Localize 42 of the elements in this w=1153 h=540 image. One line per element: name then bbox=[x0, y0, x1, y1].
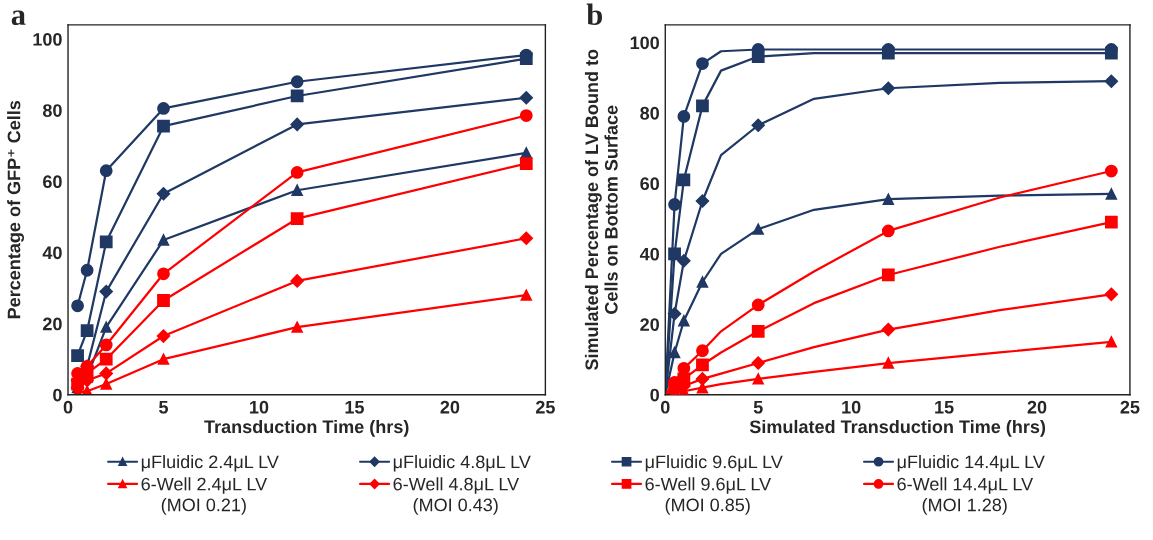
y-tick-label: 60 bbox=[43, 175, 62, 189]
legend-label: μFluidic 2.4μL LV bbox=[141, 454, 279, 472]
x-tick-label: 5 bbox=[159, 400, 169, 414]
text: (MOI 0.43) bbox=[413, 498, 498, 515]
x-tick-label: 10 bbox=[250, 400, 269, 414]
x-tick-label: 25 bbox=[1120, 400, 1140, 414]
y-tick-label: 0 bbox=[650, 388, 659, 402]
text: (MOI 0.85) bbox=[665, 498, 750, 515]
y-tick-label: 80 bbox=[42, 104, 62, 117]
x-tick-label: 0 bbox=[63, 400, 73, 414]
legend-label: μFluidic 9.6μL LV bbox=[645, 454, 783, 472]
y-tick-label: 100 bbox=[630, 36, 659, 50]
chart-title: b bbox=[586, 3, 603, 26]
x-tick-label: 5 bbox=[753, 400, 763, 414]
y-axis-title: Percentage of GFP⁺ Cells bbox=[7, 100, 25, 319]
x-tick-label: 20 bbox=[1027, 400, 1047, 414]
x-axis-title: Simulated Transduction Time (hrs) bbox=[749, 419, 1046, 437]
x-tick-label: 10 bbox=[842, 400, 861, 414]
y-tick-label: 20 bbox=[640, 318, 659, 331]
y-tick-label: 0 bbox=[53, 388, 62, 402]
y-tick-label: 100 bbox=[33, 33, 62, 46]
y-axis-title: Simulated Percentage of LV Bound to Cells on Bottom Surface bbox=[584, 49, 618, 371]
legend-label: 6-Well 2.4μL LV bbox=[141, 477, 268, 494]
text: (MOI 1.28) bbox=[922, 498, 1007, 515]
y-tick-label: 40 bbox=[639, 247, 659, 261]
legend-label: μFluidic 4.8μL LV bbox=[393, 454, 531, 472]
chart-title: a bbox=[11, 10, 26, 26]
legend-label: 6-Well 9.6μL LV bbox=[645, 477, 772, 494]
x-tick-label: 25 bbox=[535, 400, 555, 414]
x-tick-label: 15 bbox=[345, 400, 364, 414]
legend-label: 6-Well 4.8μL LV bbox=[393, 477, 520, 494]
legend-label: μFluidic 14.4μL LV bbox=[897, 454, 1045, 472]
x-tick-label: 0 bbox=[660, 400, 670, 414]
y-tick-label: 80 bbox=[640, 106, 659, 120]
x-axis-title: Transduction Time (hrs) bbox=[204, 419, 409, 437]
x-tick-label: 15 bbox=[935, 400, 954, 414]
y-tick-label: 40 bbox=[42, 246, 62, 260]
text: (MOI 0.21) bbox=[161, 498, 246, 515]
y-tick-label: 60 bbox=[640, 177, 659, 191]
legend-label: 6-Well 14.4μL LV bbox=[897, 477, 1034, 494]
y-tick-label: 20 bbox=[43, 317, 62, 331]
x-tick-label: 20 bbox=[440, 400, 460, 414]
